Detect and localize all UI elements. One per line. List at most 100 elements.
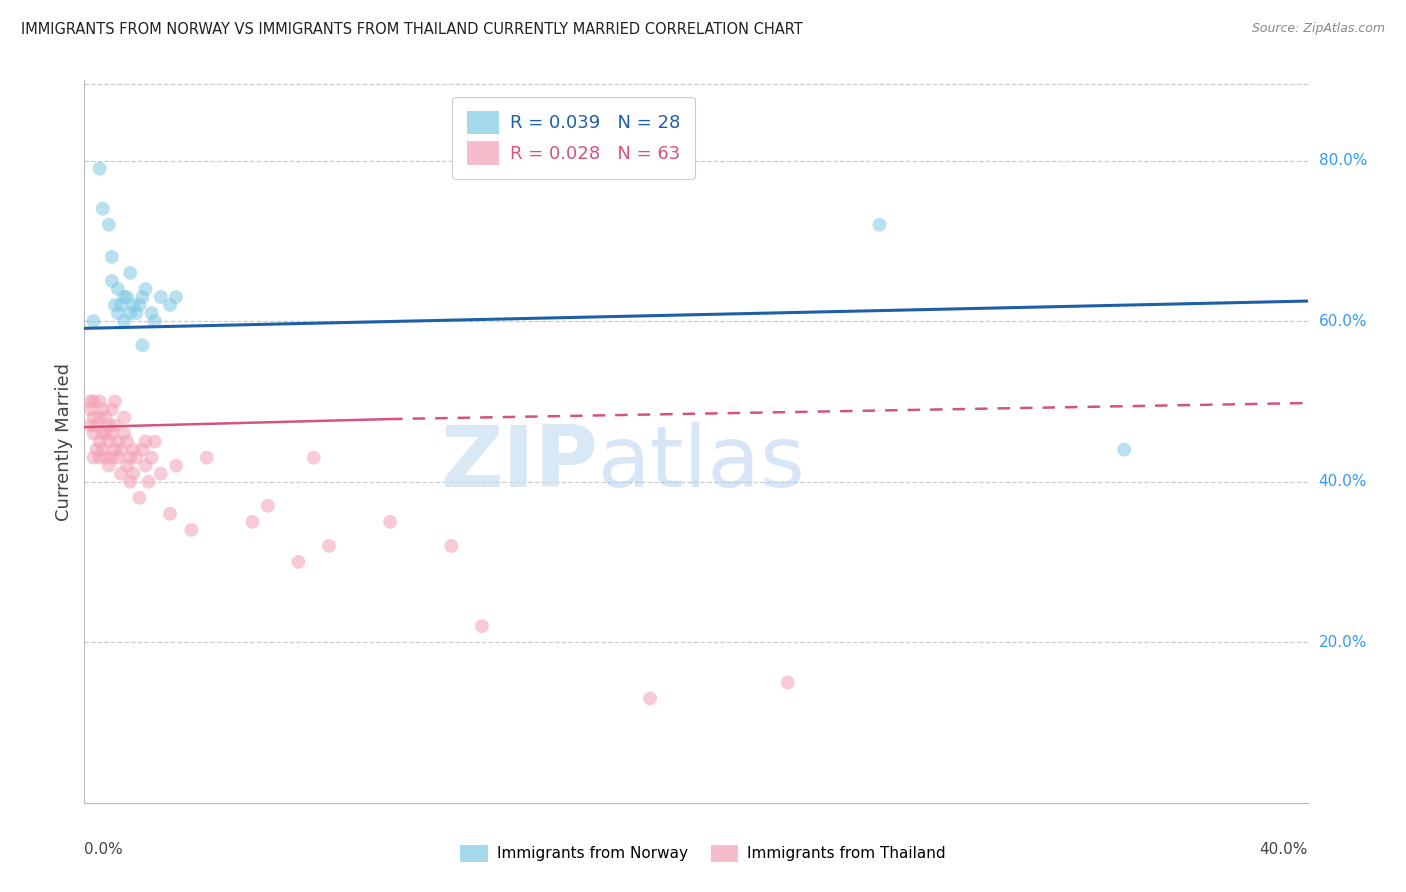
Point: [89, 434, 111, 449]
Text: 20.0%: 20.0%: [1319, 635, 1367, 649]
Point: [101, 450, 124, 465]
Point: [131, 338, 153, 352]
Point: [120, 475, 142, 489]
Point: [125, 306, 148, 320]
Point: [776, 675, 799, 690]
Point: [380, 515, 402, 529]
Point: [180, 523, 202, 537]
Point: [115, 290, 138, 304]
Point: [302, 450, 325, 465]
Point: [83, 314, 105, 328]
Point: [159, 298, 181, 312]
Text: atlas: atlas: [598, 422, 806, 505]
Point: [94, 426, 117, 441]
Legend: Immigrants from Norway, Immigrants from Thailand: Immigrants from Norway, Immigrants from …: [454, 838, 952, 868]
Point: [143, 434, 166, 449]
Point: [165, 458, 187, 473]
Point: [91, 202, 114, 216]
Point: [79, 402, 101, 417]
Point: [112, 290, 135, 304]
Point: [135, 434, 157, 449]
Point: [107, 450, 129, 465]
Point: [120, 266, 142, 280]
Point: [638, 691, 661, 706]
Text: ZIP: ZIP: [440, 422, 598, 505]
Point: [287, 555, 309, 569]
Point: [94, 450, 117, 465]
Point: [89, 450, 111, 465]
Legend: R = 0.039   N = 28, R = 0.028   N = 63: R = 0.039 N = 28, R = 0.028 N = 63: [453, 96, 695, 179]
Point: [143, 314, 166, 328]
Point: [131, 290, 153, 304]
Point: [91, 426, 114, 441]
Point: [135, 282, 157, 296]
Point: [141, 450, 163, 465]
Point: [120, 450, 142, 465]
Point: [112, 426, 135, 441]
Point: [86, 418, 108, 433]
Point: [79, 394, 101, 409]
Point: [97, 218, 120, 232]
Point: [97, 434, 120, 449]
Point: [101, 426, 124, 441]
Point: [107, 282, 129, 296]
Point: [120, 306, 142, 320]
Point: [107, 306, 129, 320]
Point: [257, 499, 280, 513]
Point: [110, 442, 132, 457]
Point: [122, 467, 145, 481]
Point: [112, 410, 135, 425]
Point: [141, 306, 163, 320]
Point: [115, 458, 138, 473]
Point: [122, 442, 145, 457]
Point: [122, 298, 145, 312]
Point: [83, 394, 105, 409]
Text: 0.0%: 0.0%: [84, 842, 124, 856]
Point: [107, 434, 129, 449]
Point: [101, 250, 124, 264]
Point: [110, 467, 132, 481]
Point: [79, 418, 101, 433]
Point: [135, 458, 157, 473]
Point: [83, 410, 105, 425]
Point: [89, 161, 111, 176]
Point: [104, 442, 127, 457]
Point: [128, 298, 150, 312]
Point: [101, 402, 124, 417]
Y-axis label: Currently Married: Currently Married: [55, 362, 73, 521]
Text: 80.0%: 80.0%: [1319, 153, 1367, 168]
Point: [101, 274, 124, 288]
Point: [471, 619, 494, 633]
Text: Source: ZipAtlas.com: Source: ZipAtlas.com: [1251, 22, 1385, 36]
Point: [125, 450, 148, 465]
Point: [869, 218, 891, 232]
Point: [112, 314, 135, 328]
Point: [97, 418, 120, 433]
Text: 40.0%: 40.0%: [1260, 842, 1308, 856]
Point: [89, 410, 111, 425]
Point: [242, 515, 264, 529]
Text: 40.0%: 40.0%: [1319, 475, 1367, 489]
Point: [1114, 442, 1136, 457]
Point: [91, 442, 114, 457]
Point: [83, 426, 105, 441]
Text: IMMIGRANTS FROM NORWAY VS IMMIGRANTS FROM THAILAND CURRENTLY MARRIED CORRELATION: IMMIGRANTS FROM NORWAY VS IMMIGRANTS FRO…: [21, 22, 803, 37]
Point: [97, 458, 120, 473]
Point: [128, 491, 150, 505]
Point: [83, 450, 105, 465]
Point: [86, 442, 108, 457]
Point: [149, 467, 172, 481]
Point: [138, 475, 160, 489]
Point: [104, 298, 127, 312]
Point: [115, 434, 138, 449]
Point: [159, 507, 181, 521]
Point: [94, 410, 117, 425]
Point: [131, 442, 153, 457]
Text: 60.0%: 60.0%: [1319, 314, 1367, 328]
Point: [110, 298, 132, 312]
Point: [104, 418, 127, 433]
Point: [165, 290, 187, 304]
Point: [149, 290, 172, 304]
Point: [104, 394, 127, 409]
Point: [318, 539, 340, 553]
